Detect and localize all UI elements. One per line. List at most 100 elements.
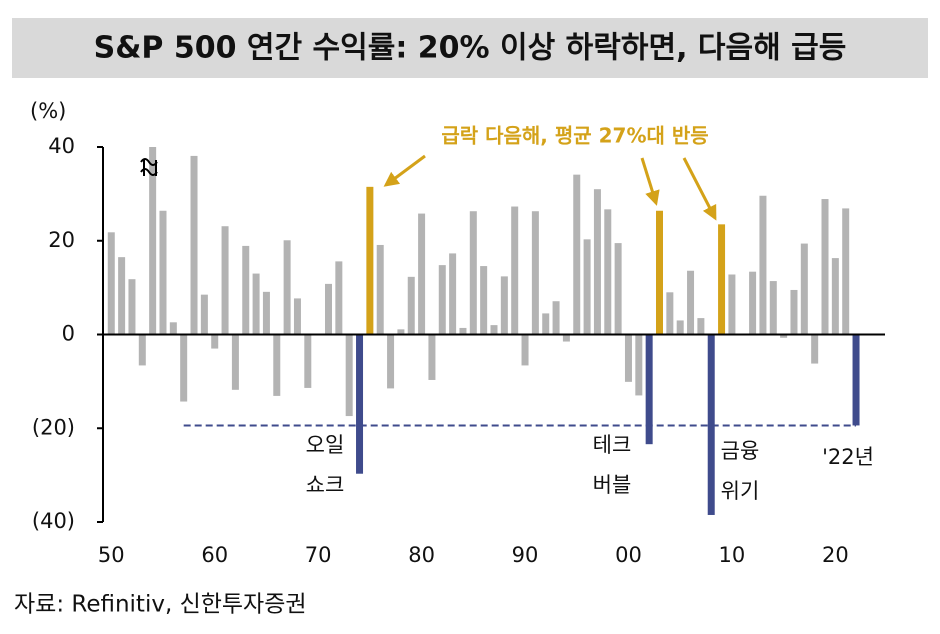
bar	[728, 274, 736, 335]
bar	[428, 334, 436, 380]
y-tick-label: (40)	[32, 509, 75, 533]
arrow	[640, 157, 660, 206]
x-tick-label: 00	[615, 543, 642, 567]
bar	[624, 334, 632, 382]
bar	[149, 147, 157, 335]
bar	[562, 334, 570, 342]
bar	[438, 265, 446, 335]
bar	[852, 334, 860, 426]
bar	[676, 320, 684, 335]
bar	[211, 334, 219, 349]
bar	[469, 211, 477, 335]
bar	[490, 325, 498, 335]
bar	[159, 210, 167, 335]
bar	[573, 174, 581, 335]
x-tick-label: 90	[512, 543, 539, 567]
bar	[118, 257, 126, 335]
bar	[449, 253, 457, 335]
bar	[138, 334, 146, 366]
annotation: 테크	[593, 433, 632, 457]
bar	[169, 322, 177, 335]
bar	[335, 261, 343, 335]
bar	[356, 334, 364, 474]
bar	[614, 243, 622, 335]
annotation: 버블	[593, 473, 632, 497]
bar	[180, 334, 188, 402]
annotation: 금융	[721, 439, 760, 463]
y-tick-label: (20)	[32, 415, 75, 439]
bar	[687, 270, 695, 335]
bar	[718, 224, 726, 335]
bar	[366, 186, 374, 335]
bar	[128, 279, 136, 335]
x-tick-label: 60	[201, 543, 228, 567]
bar	[542, 313, 550, 335]
annotation: 쇼크	[306, 473, 345, 497]
annotation: 오일	[306, 433, 345, 457]
bar	[749, 271, 757, 335]
bar	[656, 210, 664, 335]
y-tick-label: 20	[48, 228, 75, 252]
bar	[790, 289, 798, 335]
bar	[635, 334, 643, 396]
bar	[418, 213, 426, 335]
axis-break	[140, 158, 158, 176]
bar	[842, 208, 850, 335]
bar	[500, 276, 508, 335]
bar	[800, 243, 808, 335]
arrow	[383, 154, 426, 187]
bar	[583, 239, 591, 335]
bar	[604, 209, 612, 335]
bar	[521, 334, 529, 366]
bar	[376, 244, 384, 335]
bar	[293, 298, 301, 335]
y-tick-label: 40	[48, 134, 75, 158]
bar	[511, 206, 519, 335]
bar	[531, 211, 539, 335]
bar	[283, 240, 291, 335]
bar	[707, 334, 715, 515]
bar	[769, 281, 777, 335]
x-tick-label: 80	[408, 543, 435, 567]
x-tick-label: 50	[98, 543, 125, 567]
bar	[387, 334, 395, 389]
bar	[645, 334, 653, 445]
bar	[821, 199, 829, 335]
bar	[831, 258, 839, 335]
source: 자료: Refinitiv, 신한투자증권	[14, 592, 307, 618]
bar	[593, 189, 601, 335]
bar	[190, 155, 198, 335]
bar	[345, 334, 353, 417]
annotation: '22년	[822, 445, 874, 469]
bar	[759, 195, 767, 335]
bar	[666, 292, 674, 335]
bar	[200, 294, 208, 335]
x-tick-label: 10	[719, 543, 746, 567]
bar	[780, 334, 788, 338]
bar	[459, 327, 467, 335]
bar	[397, 329, 405, 335]
bar	[242, 245, 250, 335]
bar	[231, 334, 239, 390]
bar	[252, 273, 260, 335]
title-background	[12, 18, 928, 78]
bar	[273, 334, 281, 396]
chart-title: S&P 500 연간 수익률: 20% 이상 하락하면, 다음해 급등	[94, 31, 847, 66]
bar	[697, 318, 705, 335]
bar	[324, 283, 332, 335]
bar	[107, 232, 115, 335]
annotation: 급락 다음해, 평균 27%대 반등	[441, 124, 708, 148]
bar	[262, 291, 270, 335]
y-unit: (%)	[30, 99, 66, 123]
bar	[221, 226, 229, 335]
x-tick-label: 20	[822, 543, 849, 567]
bar	[552, 301, 560, 335]
bar	[304, 334, 312, 388]
bar	[480, 266, 488, 335]
y-tick-label: 0	[62, 322, 75, 346]
bar	[407, 276, 415, 335]
x-tick-label: 70	[305, 543, 332, 567]
arrow	[682, 157, 717, 221]
bar	[811, 334, 819, 364]
